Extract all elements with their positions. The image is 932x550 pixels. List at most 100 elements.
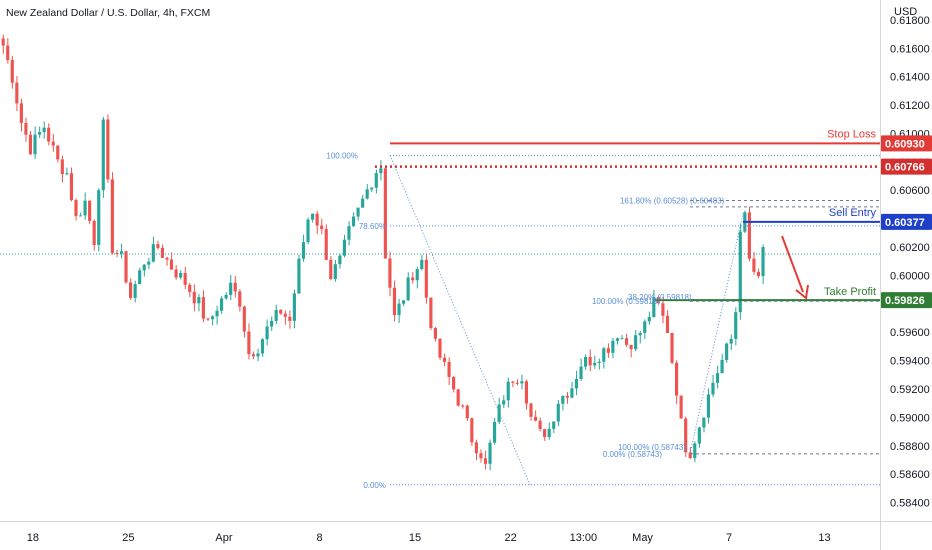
price-tag-text-1: 0.60766 [885, 162, 925, 174]
candle-body [761, 247, 765, 277]
candle-body [715, 373, 720, 383]
candle-body [69, 173, 73, 201]
candle-body [233, 282, 237, 292]
candle-body [470, 418, 474, 443]
candle-body [447, 361, 451, 377]
candle-body [338, 255, 342, 265]
x-tick-label: 25 [122, 532, 134, 544]
candle-body [6, 45, 10, 61]
candle-body [397, 303, 401, 316]
y-tick-label: 0.60000 [890, 270, 930, 282]
candle-body [561, 395, 565, 404]
candles-layer [1, 34, 765, 471]
candle-body [242, 306, 246, 332]
y-tick-label: 0.61800 [890, 15, 930, 27]
candle-body [42, 127, 46, 133]
candle-body [188, 284, 192, 292]
price-tag-0[interactable] [881, 135, 932, 152]
candle-body [679, 395, 683, 419]
candle-body [19, 103, 23, 123]
candle-body [110, 179, 114, 253]
fib-label-4: (0.60483) [690, 196, 725, 205]
candle-body [479, 453, 483, 459]
candle-body [197, 297, 201, 304]
candle-body [597, 361, 601, 363]
candle-body [483, 458, 488, 464]
candle-body [28, 134, 33, 155]
candle-body [47, 127, 51, 142]
x-tick-label: Apr [215, 532, 232, 544]
candle-body [429, 297, 433, 328]
candle-body [311, 213, 315, 220]
candle-body [220, 298, 224, 311]
candle-body [38, 132, 42, 135]
candle-body [192, 291, 196, 304]
take-profit-label: Take Profit [824, 286, 876, 298]
candle-body [424, 259, 428, 298]
candle-body [461, 405, 465, 407]
x-tick-label: 8 [316, 532, 322, 544]
y-tick-label: 0.59400 [890, 356, 930, 368]
candle-body [156, 244, 160, 248]
candle-body [33, 134, 37, 155]
candle-body [538, 420, 542, 430]
candle-body [520, 381, 524, 384]
y-tick-label: 0.59200 [890, 384, 930, 396]
candle-body [260, 339, 265, 354]
candle-body [288, 316, 292, 321]
candle-body [201, 297, 205, 319]
price-tag-1[interactable] [881, 158, 932, 175]
candle-body [324, 229, 328, 260]
candle-body [474, 442, 478, 454]
candle-body [74, 200, 78, 216]
price-tag-3[interactable] [881, 292, 932, 309]
candle-body [60, 159, 64, 175]
candle-body [629, 344, 633, 350]
candle-body [97, 190, 101, 245]
price-tag-2[interactable] [881, 213, 932, 230]
candle-body [238, 291, 242, 307]
time-axis[interactable]: 18 25 Apr 8 15 22 13:00 May 7 13 [27, 532, 831, 544]
candle-body [160, 247, 164, 258]
candle-body [210, 316, 215, 320]
candle-body [124, 251, 128, 283]
candle-body [92, 220, 96, 245]
candle-body [456, 389, 460, 406]
candle-body [351, 216, 356, 227]
sell-arrow-shaft [781, 235, 804, 293]
annotations-layer: 100.00% 78.60% 0.00% 161.80% (0.60528) (0.60… [0, 128, 880, 490]
candle-body [502, 400, 506, 405]
candle-body [515, 382, 519, 384]
y-tick-label: 0.61400 [890, 72, 930, 84]
candle-body [684, 418, 688, 453]
candle-body [229, 282, 233, 295]
y-tick-label: 0.60200 [890, 242, 930, 254]
stop-loss-label: Stop Loss [827, 128, 876, 140]
candle-body [620, 338, 624, 340]
candle-body [579, 366, 583, 379]
candle-body [438, 338, 442, 358]
candle-body [556, 403, 560, 422]
candle-body [356, 207, 360, 217]
candle-body [533, 416, 538, 421]
candle-body [10, 60, 14, 83]
candle-body [15, 82, 19, 104]
candle-body [511, 381, 515, 383]
candle-body [224, 294, 228, 299]
fib-label-8: 0.00% (0.58743) [603, 450, 662, 459]
candle-body [320, 225, 324, 230]
y-tick-label: 0.58400 [890, 498, 930, 510]
candle-body [693, 443, 697, 459]
fib2-trend-line [689, 212, 744, 454]
candle-body [329, 259, 333, 279]
candle-body [752, 258, 756, 272]
candle-body [206, 318, 210, 320]
candle-body [547, 428, 551, 438]
candle-body [374, 173, 378, 188]
sell-entry-label: Sell Entry [829, 207, 877, 219]
y-tick-label: 0.61600 [890, 43, 930, 55]
candle-body [129, 282, 133, 298]
candle-body [315, 213, 319, 226]
